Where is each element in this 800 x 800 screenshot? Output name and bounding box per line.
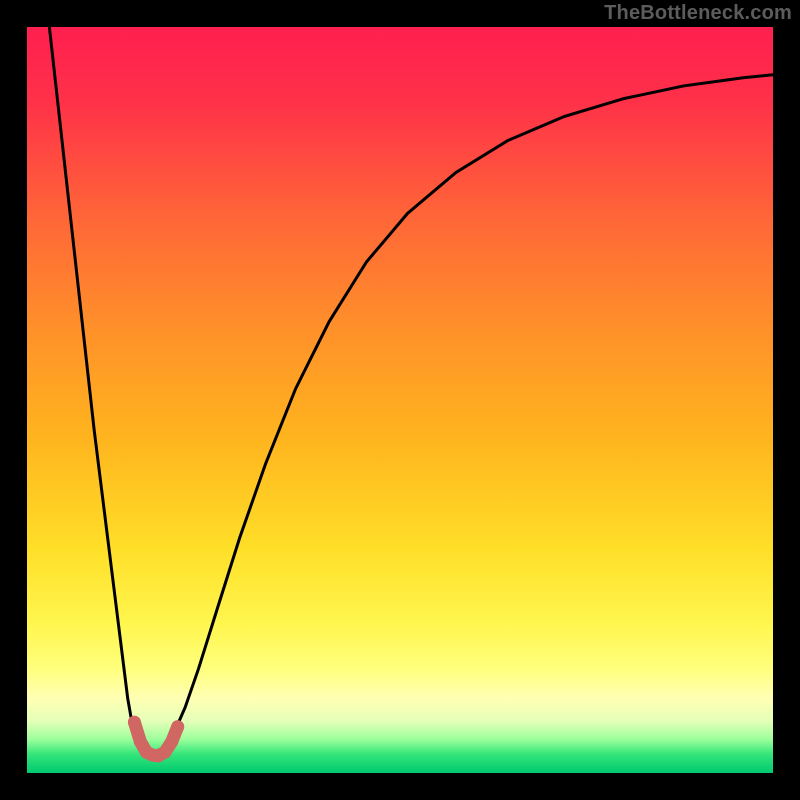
marker-point <box>171 720 184 733</box>
figure-root: TheBottleneck.com <box>0 0 800 800</box>
plot-background <box>27 27 773 773</box>
marker-point <box>128 716 141 729</box>
marker-point <box>165 735 178 748</box>
watermark-text: TheBottleneck.com <box>604 2 792 25</box>
bottleneck-chart <box>0 0 800 800</box>
